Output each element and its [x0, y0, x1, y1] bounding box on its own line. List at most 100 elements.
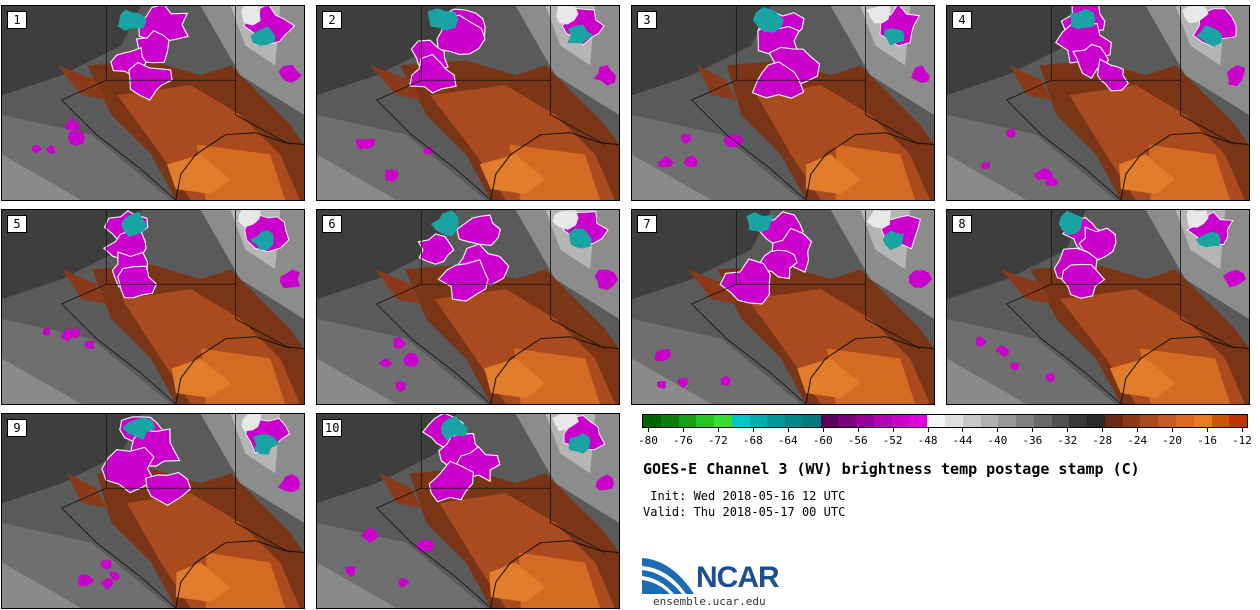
colorbar-tick [1102, 428, 1104, 432]
colorbar-tick-label: -60 [812, 434, 833, 447]
colorbar-segment [678, 415, 697, 427]
colorbar-segment [1158, 415, 1176, 427]
colorbar-segment [856, 415, 874, 427]
init-time: Init: Wed 2018-05-16 12 UTC [643, 489, 846, 503]
wv-image-icon [632, 210, 934, 404]
colorbar-tick [682, 428, 684, 432]
colorbar-segment [1175, 415, 1194, 427]
colorbar-tick-label: -64 [777, 434, 798, 447]
stamp-panel-2: 2 [316, 5, 620, 201]
colorbar-segment [1033, 415, 1052, 427]
stamp-number: 7 [637, 215, 657, 233]
colorbar-tick [1172, 428, 1174, 432]
wv-image-icon [2, 414, 304, 608]
colorbar-segment [891, 415, 910, 427]
stamp-number: 6 [322, 215, 342, 233]
stamp-number: 4 [952, 11, 972, 29]
stamp-panel-1: 1 [1, 5, 305, 201]
colorbar-segment [767, 415, 786, 427]
colorbar-tick-label: -68 [742, 434, 763, 447]
colorbar-tick-label: -32 [1057, 434, 1078, 447]
colorbar-tick [892, 428, 894, 432]
colorbar-tick [962, 428, 964, 432]
colorbar-tick-label: -56 [847, 434, 868, 447]
colorbar-tick-label: -20 [1162, 434, 1183, 447]
colorbar-tick-label: -24 [1127, 434, 1148, 447]
colorbar-tick [857, 428, 859, 432]
stamp-panel-9: 9 [1, 413, 305, 609]
colorbar-tick-label: -12 [1232, 434, 1252, 447]
colorbar-tick [997, 428, 999, 432]
colorbar-segment [802, 415, 821, 427]
colorbar-segment [1104, 415, 1123, 427]
logo-url: ensemble.ucar.edu [653, 595, 766, 608]
colorbar-segment [1140, 415, 1159, 427]
colorbar-segment [945, 415, 963, 427]
colorbar-segment [731, 415, 750, 427]
ncar-logo-icon [642, 558, 694, 594]
colorbar-segment [1087, 415, 1105, 427]
wv-image-icon [632, 6, 934, 200]
colorbar-tick [1207, 428, 1209, 432]
wv-image-icon [317, 6, 619, 200]
logo-text: NCAR [696, 561, 780, 594]
colorbar-segment [1122, 415, 1141, 427]
stamp-number: 1 [7, 11, 27, 29]
colorbar-tick-label: -28 [1092, 434, 1113, 447]
colorbar-segment [873, 415, 892, 427]
colorbar-tick-label: -76 [673, 434, 693, 447]
colorbar-tick-label: -48 [917, 434, 938, 447]
colorbar-tick-label: -52 [882, 434, 903, 447]
chart-title: GOES-E Channel 3 (WV) brightness temp po… [643, 460, 1140, 478]
colorbar-tick [1067, 428, 1069, 432]
stamp-number: 3 [637, 11, 657, 29]
colorbar-segment [962, 415, 981, 427]
stamp-panel-6: 6 [316, 209, 620, 405]
wv-image-icon [947, 6, 1249, 200]
stamp-number: 2 [322, 11, 342, 29]
colorbar-segment [643, 415, 661, 427]
colorbar-tick-label: -72 [707, 434, 728, 447]
colorbar-segment [1229, 415, 1248, 427]
colorbar-tick [927, 428, 929, 432]
colorbar-tick-label: -40 [987, 434, 1008, 447]
colorbar-segment [660, 415, 679, 427]
wv-image-icon [317, 210, 619, 404]
colorbar-segment [1051, 415, 1070, 427]
colorbar-segment [785, 415, 803, 427]
stamp-number: 5 [7, 215, 27, 233]
stamp-panel-5: 5 [1, 209, 305, 405]
colorbar-segment [714, 415, 732, 427]
colorbar-segment [1193, 415, 1212, 427]
colorbar-segment [909, 415, 928, 427]
colorbar-tick [1032, 428, 1034, 432]
colorbar-segment [980, 415, 999, 427]
colorbar-tick [1242, 428, 1243, 432]
stamp-panel-10: 10 [316, 413, 620, 609]
stamp-panel-8: 8 [946, 209, 1250, 405]
stamp-number: 9 [7, 419, 27, 437]
colorbar-segment [749, 415, 768, 427]
colorbar [642, 414, 1248, 428]
stamp-panel-3: 3 [631, 5, 935, 201]
stamp-panel-7: 7 [631, 209, 935, 405]
colorbar-tick [787, 428, 789, 432]
wv-image-icon [2, 210, 304, 404]
stamp-number: 8 [952, 215, 972, 233]
colorbar-tick-label: -44 [952, 434, 973, 447]
colorbar-segment [1069, 415, 1088, 427]
colorbar-tick [822, 428, 824, 432]
colorbar-segment [1016, 415, 1034, 427]
colorbar-tick [717, 428, 719, 432]
colorbar-segment [927, 415, 946, 427]
colorbar-tick-label: -16 [1197, 434, 1217, 447]
stamp-number: 10 [322, 419, 343, 437]
colorbar-segment [820, 415, 839, 427]
colorbar-segment [838, 415, 857, 427]
valid-time: Valid: Thu 2018-05-17 00 UTC [643, 505, 846, 519]
wv-image-icon [317, 414, 619, 608]
colorbar-segment [696, 415, 715, 427]
colorbar-ticks: -80 -76 -72 -68 -64 -60 -56 -52 -48 -44 -40 -36 -32 -… [638, 428, 1252, 448]
stamp-panel-4: 4 [946, 5, 1250, 201]
colorbar-tick [752, 428, 754, 432]
